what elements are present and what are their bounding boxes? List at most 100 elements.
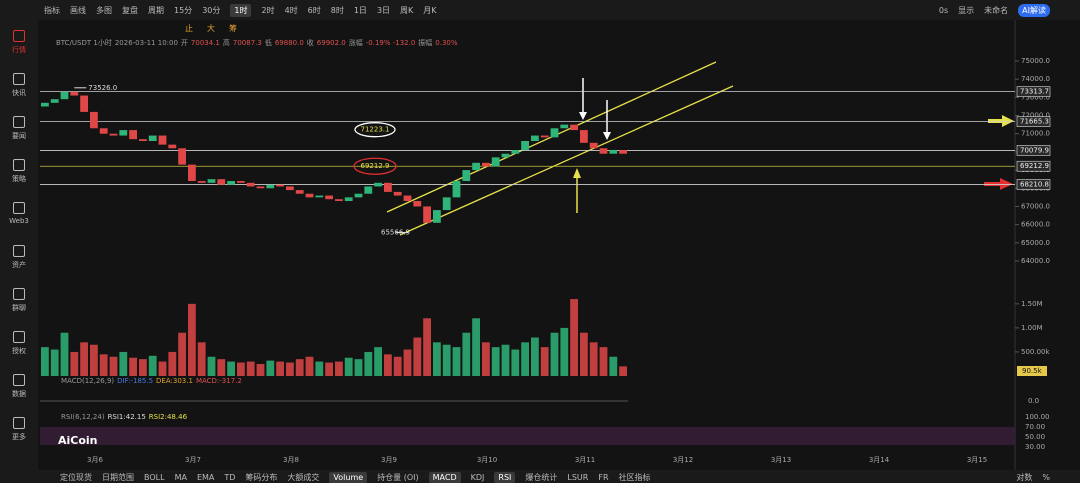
indicator-button[interactable]: KDJ bbox=[470, 473, 485, 482]
sidebar-icon bbox=[13, 30, 25, 42]
indicator-button[interactable]: 爆仓统计 bbox=[525, 473, 558, 482]
indicator-button[interactable]: Volume bbox=[329, 472, 368, 483]
volume-bar bbox=[580, 332, 588, 376]
bottom-right-button[interactable]: 对数 bbox=[1016, 473, 1033, 482]
draw-tool[interactable]: 大 bbox=[207, 24, 215, 33]
toolbar-right-button[interactable]: 未命名 bbox=[984, 6, 1009, 15]
bottombar-bg bbox=[0, 470, 1080, 483]
sidebar-item[interactable]: 群聊 bbox=[0, 288, 38, 329]
indicator-button[interactable]: EMA bbox=[196, 473, 215, 482]
indicator-button[interactable]: 筹码分布 bbox=[245, 473, 278, 482]
candle bbox=[227, 181, 235, 185]
candle bbox=[570, 124, 578, 131]
rsi-rsi2: RSI2:48.46 bbox=[149, 413, 188, 421]
candle bbox=[276, 184, 284, 187]
period-button[interactable]: 15分 bbox=[174, 6, 193, 15]
period-button[interactable]: 1日 bbox=[353, 6, 367, 15]
price-tick-label: 72000.0 bbox=[1021, 112, 1050, 120]
price-tick-label: 67000.0 bbox=[1021, 202, 1050, 210]
sidebar-item[interactable]: 要闻 bbox=[0, 116, 38, 157]
period-button[interactable]: 8时 bbox=[330, 6, 344, 15]
sidebar-item[interactable]: 资产 bbox=[0, 245, 38, 286]
period-button[interactable]: 30分 bbox=[202, 6, 221, 15]
macd-macd: MACD:-317.2 bbox=[196, 377, 242, 385]
volume-bar bbox=[482, 342, 490, 376]
toolbar-button[interactable]: 多图 bbox=[96, 6, 112, 15]
level-label: 68210.8 bbox=[1020, 180, 1049, 188]
logo: AiCoin bbox=[58, 434, 98, 447]
indicator-button[interactable]: MACD bbox=[428, 472, 461, 483]
sidebar-icon bbox=[13, 417, 25, 429]
volume-bar bbox=[521, 342, 529, 376]
candle bbox=[99, 128, 108, 134]
indicator-button[interactable]: TD bbox=[224, 473, 236, 482]
bottom-bar-right: 对数% bbox=[1016, 472, 1050, 483]
sidebar-label: 数据 bbox=[12, 390, 26, 398]
candle bbox=[168, 144, 177, 149]
price-tick-label: 65000.0 bbox=[1021, 239, 1050, 247]
sidebar-item[interactable]: 行情 bbox=[0, 30, 38, 71]
toolbar-right-button[interactable]: 显示 bbox=[958, 6, 975, 15]
period-button[interactable]: 3日 bbox=[376, 6, 391, 15]
sidebar-item[interactable]: 策略 bbox=[0, 159, 38, 200]
period-button[interactable]: 6时 bbox=[307, 6, 321, 15]
candle bbox=[531, 135, 539, 141]
candle bbox=[246, 182, 255, 187]
volume-bar bbox=[256, 363, 265, 376]
toolbar-right-button[interactable]: AI解读 bbox=[1018, 4, 1050, 17]
indicator-button[interactable]: LSUR bbox=[567, 473, 589, 482]
level-box bbox=[1016, 145, 1051, 156]
volume-bar bbox=[589, 342, 598, 376]
macd-axis: 0.0 bbox=[1028, 397, 1039, 405]
volume-bar bbox=[423, 318, 431, 376]
sidebar-item[interactable]: Web3 bbox=[0, 202, 38, 243]
volume-bar bbox=[462, 332, 471, 376]
period-label[interactable]: 周期 bbox=[148, 6, 164, 15]
sidebar-item[interactable]: 更多 bbox=[0, 417, 38, 458]
info-open: 70034.1 bbox=[191, 39, 220, 47]
toolbar-button[interactable]: 画线 bbox=[70, 6, 86, 15]
period-button[interactable]: 周K bbox=[400, 6, 414, 15]
indicator-button[interactable]: 社区指标 bbox=[618, 473, 651, 482]
sidebar-item[interactable]: 授权 bbox=[0, 331, 38, 372]
volume-bar bbox=[393, 356, 402, 376]
period-button[interactable]: 4时 bbox=[284, 6, 298, 15]
level-box bbox=[1016, 179, 1051, 190]
sidebar-item[interactable]: 快讯 bbox=[0, 73, 38, 114]
draw-tool[interactable]: 筹 bbox=[229, 24, 237, 33]
candle bbox=[462, 170, 471, 181]
period-button[interactable]: 1时 bbox=[230, 4, 252, 17]
bottom-button[interactable]: 定位现货 bbox=[60, 473, 92, 482]
level-label: 73313.7 bbox=[1020, 88, 1049, 96]
candle bbox=[393, 191, 402, 196]
indicator-button[interactable]: RSI bbox=[494, 472, 516, 483]
sidebar-label: 授权 bbox=[12, 347, 26, 355]
period-button[interactable]: 月K bbox=[423, 6, 437, 15]
indicator-button[interactable]: MA bbox=[174, 473, 187, 482]
indicator-button[interactable]: 大额成交 bbox=[287, 473, 320, 482]
candle bbox=[178, 148, 186, 165]
volume-bar bbox=[413, 337, 422, 376]
candle bbox=[433, 210, 441, 223]
toolbar-right-button[interactable]: 0s bbox=[938, 6, 949, 15]
sidebar-icon bbox=[13, 245, 25, 257]
candle bbox=[374, 182, 382, 187]
date-label: 3月8 bbox=[283, 456, 299, 464]
sidebar-label: 更多 bbox=[12, 433, 26, 441]
volume-bar bbox=[207, 356, 216, 376]
date-label: 3月6 bbox=[87, 456, 103, 464]
indicator-button[interactable]: 持仓量 (OI) bbox=[377, 473, 419, 482]
candle bbox=[413, 201, 422, 207]
toolbar-button[interactable]: 指标 bbox=[44, 6, 60, 15]
rsi-axis-label: 50.00 bbox=[1025, 433, 1045, 441]
period-button[interactable]: 2时 bbox=[261, 6, 275, 15]
draw-tool[interactable]: 止 bbox=[185, 24, 193, 33]
bottom-button[interactable]: 日期范围 bbox=[102, 473, 134, 482]
indicator-button[interactable]: FR bbox=[598, 473, 609, 482]
sidebar-item[interactable]: 数据 bbox=[0, 374, 38, 415]
indicator-button[interactable]: BOLL bbox=[144, 473, 165, 482]
toolbar-button[interactable]: 复盘 bbox=[122, 6, 138, 15]
bottom-right-button[interactable]: % bbox=[1042, 473, 1050, 482]
candle bbox=[325, 195, 333, 200]
